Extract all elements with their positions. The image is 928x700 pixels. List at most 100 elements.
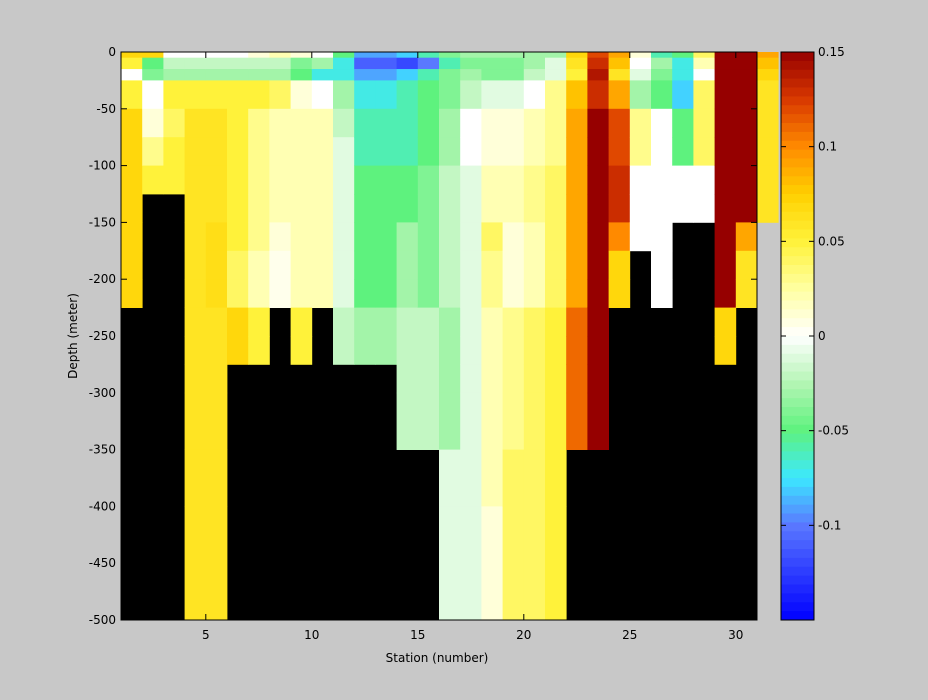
heatmap-cell <box>227 137 249 166</box>
heatmap-cell <box>227 165 249 195</box>
heatmap-cell <box>460 336 482 365</box>
heatmap-cell <box>651 194 673 223</box>
heatmap-cell <box>269 165 291 195</box>
heatmap-cell <box>417 364 440 394</box>
heatmap-cell <box>481 364 503 394</box>
colorbar-swatch <box>781 407 814 417</box>
heatmap-cell <box>396 137 419 166</box>
colorbar-swatch <box>781 273 814 284</box>
heatmap-cell <box>757 69 779 81</box>
heatmap-cell <box>460 222 482 252</box>
heatmap-cell <box>460 80 482 110</box>
heatmap-cell <box>142 80 164 110</box>
heatmap-cell <box>354 57 376 70</box>
heatmap-cell <box>460 279 482 308</box>
heatmap-cell <box>227 279 249 308</box>
heatmap-cell <box>566 279 588 308</box>
heatmap-cell <box>396 364 419 394</box>
heatmap-cell <box>184 392 207 450</box>
x-tick-label: 25 <box>622 628 637 642</box>
heatmap-cell <box>735 57 758 70</box>
heatmap-cell <box>523 194 546 223</box>
colorbar-swatch <box>781 167 814 177</box>
heatmap-cell <box>566 250 588 280</box>
heatmap-cell <box>566 222 588 252</box>
heatmap-cell <box>439 336 461 365</box>
heatmap-cell <box>587 69 609 81</box>
heatmap-cell <box>184 108 207 138</box>
colorbar-swatch <box>781 211 814 222</box>
heatmap-cell <box>523 69 546 81</box>
heatmap-cell <box>184 137 207 166</box>
heatmap-cell <box>417 194 440 223</box>
heatmap-cell <box>757 52 779 59</box>
heatmap-cell <box>481 307 503 337</box>
heatmap-cell <box>163 165 185 195</box>
colorbar-swatch <box>781 60 814 71</box>
heatmap-cell <box>460 108 482 138</box>
colorbar-swatch <box>781 282 814 293</box>
colorbar-swatch <box>781 611 814 621</box>
colorbar-swatch <box>781 194 814 204</box>
heatmap-cell <box>651 250 673 280</box>
heatmap-cell <box>248 336 270 365</box>
y-tick-label: -450 <box>89 556 116 570</box>
heatmap-cell <box>311 279 334 308</box>
colorbar-swatch <box>781 69 814 80</box>
heatmap-cell <box>333 57 355 70</box>
heatmap-cell <box>333 80 355 110</box>
colorbar-swatch <box>781 238 814 248</box>
heatmap-cell <box>566 194 588 223</box>
heatmap-cell <box>227 69 249 81</box>
heatmap-cell <box>439 57 461 70</box>
colorbar-swatch <box>781 415 814 426</box>
heatmap-cell <box>545 392 567 450</box>
heatmap-cell <box>396 336 419 365</box>
heatmap-cell <box>439 108 461 138</box>
heatmap-cell <box>227 52 249 59</box>
colorbar-swatch <box>781 398 814 408</box>
heatmap-cell <box>439 449 461 507</box>
heatmap-cell <box>460 57 482 70</box>
heatmap-cell <box>417 108 440 138</box>
heatmap-cell <box>523 52 546 59</box>
colorbar-tick-label: 0.15 <box>818 45 845 59</box>
heatmap-cell <box>757 57 779 70</box>
heatmap-cell <box>735 222 758 252</box>
heatmap-cell <box>333 108 355 138</box>
heatmap-cell <box>205 80 228 110</box>
heatmap-cell <box>439 194 461 223</box>
heatmap-cell <box>481 194 503 223</box>
x-axis-label: Station (number) <box>386 651 489 665</box>
heatmap-cell <box>502 506 525 621</box>
heatmap-cell <box>693 57 715 70</box>
heatmap-cell <box>587 165 609 195</box>
heatmap-cell <box>163 52 185 59</box>
heatmap-cell <box>651 222 673 252</box>
heatmap-cell <box>417 69 440 81</box>
heatmap-cell <box>608 250 631 280</box>
heatmap-cell <box>248 250 270 280</box>
heatmap-cell <box>396 279 419 308</box>
heatmap-cell <box>502 137 525 166</box>
heatmap-cell <box>587 52 609 59</box>
heatmap-cell <box>311 137 334 166</box>
heatmap-cell <box>184 57 207 70</box>
heatmap-cell <box>629 52 652 59</box>
heatmap-cell <box>608 222 631 252</box>
heatmap-cell <box>396 194 419 223</box>
heatmap-cell <box>481 250 503 280</box>
colorbar-swatch <box>781 478 814 488</box>
heatmap-cell <box>184 80 207 110</box>
heatmap-cell <box>311 52 334 59</box>
heatmap-cell <box>205 222 228 252</box>
heatmap-cell <box>460 69 482 81</box>
heatmap-cell <box>545 506 567 621</box>
colorbar-swatch <box>781 344 814 355</box>
heatmap-cell <box>439 80 461 110</box>
heatmap-cell <box>523 506 546 621</box>
heatmap-cell <box>290 222 313 252</box>
heatmap-cell <box>205 364 228 394</box>
heatmap-cell <box>311 194 334 223</box>
colorbar-swatch <box>781 424 814 435</box>
